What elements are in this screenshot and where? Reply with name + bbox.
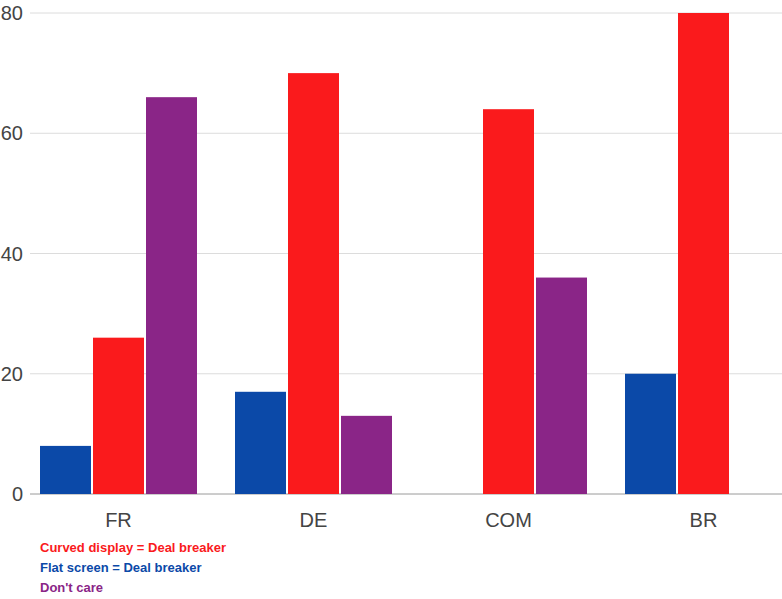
tick-label: 20 (1, 363, 23, 385)
grid-line (30, 253, 782, 254)
bar (341, 416, 392, 494)
category-label: COM (485, 509, 532, 531)
bar (483, 109, 534, 494)
grid (30, 13, 782, 494)
bars (40, 13, 729, 494)
legend: Curved display = Deal breaker Flat screen… (40, 540, 226, 595)
category-label: BR (690, 509, 718, 531)
category-label: DE (300, 509, 328, 531)
bar (678, 13, 729, 494)
bar (625, 374, 676, 494)
grid-line (30, 133, 782, 134)
bar (40, 446, 91, 494)
tick-label: 60 (1, 122, 23, 144)
tick-label: 40 (1, 243, 23, 265)
category-label: FR (105, 509, 132, 531)
chart: 0 20 40 60 80 FR DE COM BR Curved display = Deal … (0, 0, 782, 599)
bar (536, 278, 587, 494)
legend-entry: Curved display = Deal breaker (40, 540, 226, 555)
legend-entry: Flat screen = Deal breaker (40, 560, 202, 575)
bar (146, 97, 197, 494)
bar (235, 392, 286, 494)
tick-label: 0 (12, 483, 23, 505)
bar (288, 73, 339, 494)
tick-label: 80 (1, 2, 23, 24)
grid-line (30, 13, 782, 14)
legend-entry: Don't care (40, 580, 103, 595)
bar (93, 338, 144, 494)
